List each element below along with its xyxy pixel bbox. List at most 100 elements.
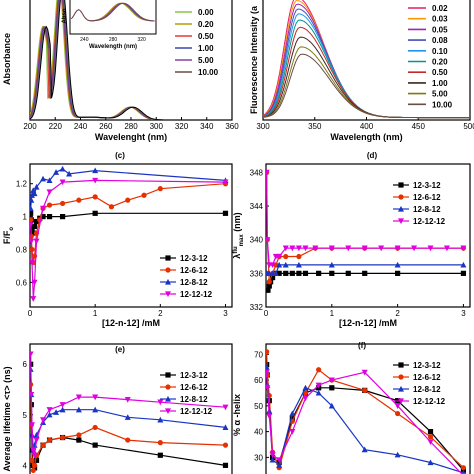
data-point bbox=[40, 213, 46, 220]
y-tick-label: 6 bbox=[23, 360, 28, 369]
x-tick-label: 260 bbox=[99, 122, 113, 131]
x-axis-title: [12-n-12] /mM bbox=[102, 318, 160, 328]
data-point bbox=[31, 462, 38, 468]
data-point bbox=[33, 183, 40, 190]
y-axis-title: Absorbance bbox=[2, 33, 12, 85]
data-point bbox=[427, 439, 434, 446]
data-point bbox=[296, 253, 302, 260]
data-point bbox=[312, 245, 319, 252]
y-tick-label: 4 bbox=[23, 461, 28, 470]
panel-tag: (e) bbox=[115, 345, 125, 354]
data-point bbox=[222, 179, 229, 186]
y-tick-label: 40 bbox=[254, 428, 263, 437]
data-point bbox=[125, 437, 131, 443]
data-point bbox=[302, 384, 309, 391]
x-tick-label: 2 bbox=[158, 309, 163, 318]
series-line bbox=[30, 212, 226, 234]
legend-label: 0.03 bbox=[432, 15, 448, 24]
data-point bbox=[269, 452, 276, 458]
series-group bbox=[263, 0, 470, 119]
x-tick-label: 300 bbox=[150, 122, 164, 131]
data-point bbox=[31, 452, 38, 459]
data-point bbox=[46, 177, 53, 184]
data-point bbox=[398, 385, 404, 392]
inset-tick-label: 280 bbox=[109, 37, 118, 43]
data-point bbox=[46, 437, 53, 443]
legend-label: 12-12-12 bbox=[180, 407, 213, 416]
x-tick-label: 220 bbox=[49, 122, 63, 131]
inset-tick-label: 320 bbox=[137, 37, 146, 43]
data-point bbox=[316, 367, 322, 373]
y-axis-title: λflumax (nm) bbox=[232, 212, 245, 258]
data-point bbox=[30, 447, 37, 454]
x-tick-label: 240 bbox=[74, 122, 88, 131]
data-point bbox=[427, 434, 434, 440]
y-tick-label: 70 bbox=[254, 350, 263, 359]
panel-d: 0 1 2 3 332 336 340 344 348 [12-n-12] /mM (d) 12-3-… bbox=[232, 151, 471, 328]
data-point bbox=[46, 202, 53, 208]
data-point bbox=[92, 442, 98, 448]
y-tick-label: 348 bbox=[250, 168, 264, 177]
y-tick-label: 332 bbox=[250, 303, 264, 312]
y-tick-label: 0.8 bbox=[16, 245, 28, 254]
data-point bbox=[30, 260, 35, 266]
data-point bbox=[157, 440, 163, 446]
data-point bbox=[394, 403, 401, 409]
data-point bbox=[40, 175, 47, 182]
x-tick-label: 2 bbox=[395, 309, 400, 318]
data-point bbox=[59, 213, 66, 220]
data-point bbox=[108, 204, 115, 210]
data-point bbox=[59, 402, 66, 408]
data-point bbox=[31, 223, 38, 230]
data-point bbox=[165, 267, 171, 273]
data-point bbox=[33, 437, 40, 444]
data-point bbox=[125, 197, 131, 203]
x-tick-label: 1 bbox=[93, 309, 98, 318]
x-tick-label: 450 bbox=[412, 122, 426, 131]
data-point bbox=[394, 245, 401, 252]
data-point bbox=[46, 213, 53, 220]
data-point bbox=[30, 217, 34, 223]
data-point bbox=[266, 283, 272, 289]
data-point bbox=[59, 406, 66, 413]
data-point bbox=[222, 442, 229, 448]
data-point bbox=[276, 462, 283, 468]
x-tick-label: 3 bbox=[223, 309, 228, 318]
data-point bbox=[222, 424, 229, 431]
x-axis-title: [12-n-12] /mM bbox=[339, 318, 397, 328]
data-point bbox=[75, 394, 82, 401]
legend-label: 12-3-12 bbox=[180, 254, 208, 263]
data-point bbox=[46, 411, 53, 418]
inset-y-title: Abso bbox=[62, 8, 68, 23]
data-point bbox=[328, 261, 335, 268]
data-point bbox=[443, 245, 450, 252]
y-axis-title: % α -helix bbox=[232, 394, 242, 436]
legend-label: 10.00 bbox=[432, 100, 453, 109]
legend-label: 5.00 bbox=[432, 90, 448, 99]
data-point bbox=[33, 238, 40, 245]
data-point bbox=[394, 451, 401, 458]
data-point bbox=[30, 361, 34, 367]
spectrum-line bbox=[263, 53, 470, 119]
data-point bbox=[302, 245, 309, 252]
legend-label: 10.00 bbox=[198, 68, 219, 77]
data-point bbox=[460, 245, 467, 252]
panel-e: 4 5 6 (e) 12-3-12 12-6-12 12-8-12 12-12-12 Avera… bbox=[2, 343, 233, 474]
data-point bbox=[328, 245, 335, 252]
data-point bbox=[427, 245, 434, 252]
data-point bbox=[92, 167, 99, 174]
data-point bbox=[157, 186, 163, 192]
x-tick-label: 340 bbox=[200, 122, 214, 131]
data-point bbox=[46, 189, 53, 196]
y-tick-label: 0.6 bbox=[16, 278, 28, 287]
data-point bbox=[266, 349, 270, 355]
data-point bbox=[266, 279, 272, 285]
legend-label: 12-12-12 bbox=[180, 290, 213, 299]
legend-label: 12-6-12 bbox=[180, 266, 208, 275]
data-point bbox=[30, 230, 36, 236]
y-axis-title: Average lifetime <τ> (ns) bbox=[2, 366, 12, 471]
data-point bbox=[394, 261, 401, 268]
legend-label: 0.50 bbox=[198, 32, 214, 41]
data-point bbox=[92, 210, 98, 216]
